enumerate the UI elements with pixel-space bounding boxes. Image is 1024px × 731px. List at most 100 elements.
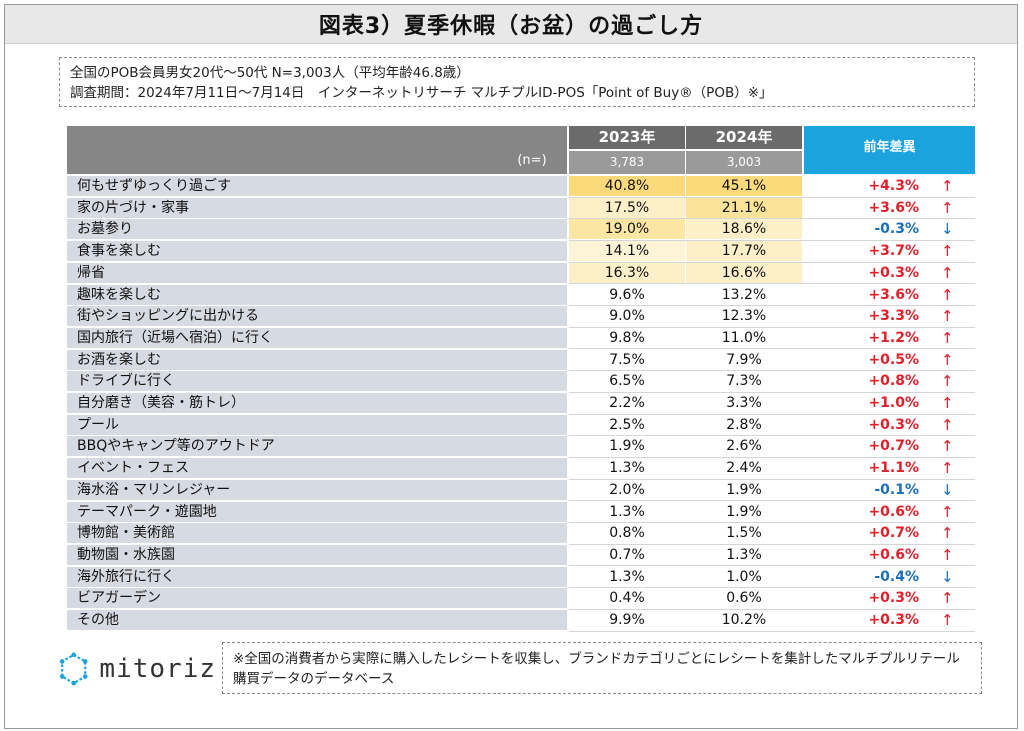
row-label: 動物園・水族園 <box>67 544 567 565</box>
value-2024: 17.7% <box>686 241 802 262</box>
mitoriz-logo: mitoriz <box>56 645 216 693</box>
value-2023: 1.3% <box>609 503 645 520</box>
difference-value: +0.6% <box>868 503 919 520</box>
value-2024: 1.0% <box>726 568 762 585</box>
difference-value: +0.3% <box>868 264 919 281</box>
value-2023: 1.3% <box>609 568 645 585</box>
value-2023: 16.3% <box>569 262 685 283</box>
table-row: 食事を楽しむ 14.1% 17.7% +3.7% ↑ <box>67 241 975 262</box>
difference-cell: +4.3% ↑ <box>804 176 975 196</box>
difference-value: +0.8% <box>868 373 919 390</box>
header-n-2023: 3,783 <box>569 151 685 174</box>
value-2023: 17.5% <box>569 197 685 218</box>
arrow-down-icon: ↓ <box>941 567 954 586</box>
page-title: 図表3）夏季休暇（お盆）の過ごし方 <box>318 14 704 39</box>
row-divider <box>569 348 975 350</box>
arrow-up-icon: ↑ <box>941 372 954 391</box>
arrow-up-icon: ↑ <box>941 589 954 608</box>
difference-cell: -0.1% ↓ <box>804 480 975 500</box>
row-divider <box>569 196 975 198</box>
difference-value: +0.3% <box>868 590 919 607</box>
table-row: 海水浴・マリンレジャー 2.0% 1.9% -0.1% ↓ <box>67 479 975 500</box>
page-frame <box>4 4 1018 729</box>
difference-cell: +0.8% ↑ <box>804 371 975 391</box>
arrow-up-icon: ↑ <box>941 437 954 456</box>
value-2024: 7.9% <box>726 351 762 368</box>
difference-cell: +1.0% ↑ <box>804 393 975 413</box>
value-2024: 18.6% <box>686 219 802 240</box>
table-row: 街やショッピングに出かける 9.0% 12.3% +3.3% ↑ <box>67 306 975 327</box>
difference-cell: -0.4% ↓ <box>804 567 975 587</box>
value-2024: 7.3% <box>726 373 762 390</box>
table-row: イベント・フェス 1.3% 2.4% +1.1% ↑ <box>67 458 975 479</box>
table-row: 自分磨き（美容・筋トレ） 2.2% 3.3% +1.0% ↑ <box>67 393 975 413</box>
table-row: 博物館・美術館 0.8% 1.5% +0.7% ↑ <box>67 523 975 544</box>
row-label: 海水浴・マリンレジャー <box>67 479 567 500</box>
title-bar: 図表3）夏季休暇（お盆）の過ごし方 <box>5 5 1017 44</box>
row-label: 家の片づけ・家事 <box>67 197 567 218</box>
value-2024: 1.3% <box>726 546 762 563</box>
value-2023: 40.8% <box>569 176 685 196</box>
value-2023: 9.8% <box>609 329 645 346</box>
difference-value: -0.3% <box>874 221 919 238</box>
value-2024: 13.2% <box>721 286 767 303</box>
row-label: 街やショッピングに出かける <box>67 306 567 327</box>
logo-text: mitoriz <box>99 654 216 684</box>
row-divider <box>569 413 975 415</box>
difference-value: -0.1% <box>874 481 919 498</box>
row-label: 食事を楽しむ <box>67 241 567 262</box>
table-row: 動物園・水族園 0.7% 1.3% +0.6% ↑ <box>67 544 975 565</box>
row-divider <box>569 391 975 393</box>
header-n-2024: 3,003 <box>686 151 802 174</box>
arrow-up-icon: ↑ <box>941 415 954 434</box>
value-2024: 2.6% <box>726 438 762 455</box>
difference-cell: +0.5% ↑ <box>804 350 975 370</box>
difference-value: +3.6% <box>868 199 919 216</box>
header-year-2023: 2023年 <box>569 126 685 149</box>
difference-value: +3.3% <box>868 308 919 325</box>
survey-info-line-1: 全国のPOB会員男女20代～50代 N=3,003人（平均年齢46.8歳） <box>70 65 470 81</box>
table-row: 趣味を楽しむ 9.6% 13.2% +3.6% ↑ <box>67 284 975 305</box>
row-label: ドライブに行く <box>67 371 567 392</box>
arrow-up-icon: ↑ <box>941 198 954 217</box>
value-2024: 0.6% <box>726 590 762 607</box>
value-2023: 1.9% <box>609 438 645 455</box>
difference-value: +1.0% <box>868 395 919 411</box>
table-row: ビアガーデン 0.4% 0.6% +0.3% ↑ <box>67 588 975 609</box>
difference-cell: +0.3% ↑ <box>804 610 975 630</box>
row-divider <box>569 456 975 458</box>
arrow-up-icon: ↑ <box>941 242 954 261</box>
value-2023: 7.5% <box>609 351 645 368</box>
value-2024: 45.1% <box>686 176 802 196</box>
table-row: プール 2.5% 2.8% +0.3% ↑ <box>67 414 975 435</box>
row-label: イベント・フェス <box>67 458 567 479</box>
difference-value: +3.7% <box>868 243 919 260</box>
difference-value: +4.3% <box>868 178 919 194</box>
difference-value: +0.3% <box>868 612 919 628</box>
value-2024: 1.9% <box>726 481 762 498</box>
difference-value: +0.7% <box>868 438 919 455</box>
value-2023: 0.7% <box>609 546 645 563</box>
value-2023: 6.5% <box>609 373 645 390</box>
difference-cell: +0.7% ↑ <box>804 523 975 543</box>
row-divider <box>569 305 975 306</box>
value-2023: 14.1% <box>569 241 685 262</box>
survey-info-box: 全国のPOB会員男女20代～50代 N=3,003人（平均年齢46.8歳） 調査… <box>59 57 975 107</box>
difference-cell: +0.3% ↑ <box>804 588 975 608</box>
header-year-2024: 2024年 <box>686 126 802 149</box>
value-2024: 2.4% <box>726 460 762 477</box>
row-divider <box>569 283 975 285</box>
mitoriz-logo-icon <box>59 652 88 686</box>
value-2024: 2.8% <box>726 416 762 433</box>
difference-cell: +0.6% ↑ <box>804 545 975 565</box>
value-2023: 0.4% <box>609 590 645 607</box>
table-row: 何もせずゆっくり過ごす 40.8% 45.1% +4.3% ↑ <box>67 176 975 196</box>
value-2023: 9.9% <box>609 612 645 628</box>
difference-value: -0.4% <box>874 568 919 585</box>
arrow-up-icon: ↑ <box>941 328 954 347</box>
row-divider <box>569 587 975 589</box>
row-divider <box>569 218 975 220</box>
row-divider <box>569 435 975 437</box>
difference-value: +0.7% <box>868 525 919 542</box>
arrow-up-icon: ↑ <box>941 177 954 195</box>
